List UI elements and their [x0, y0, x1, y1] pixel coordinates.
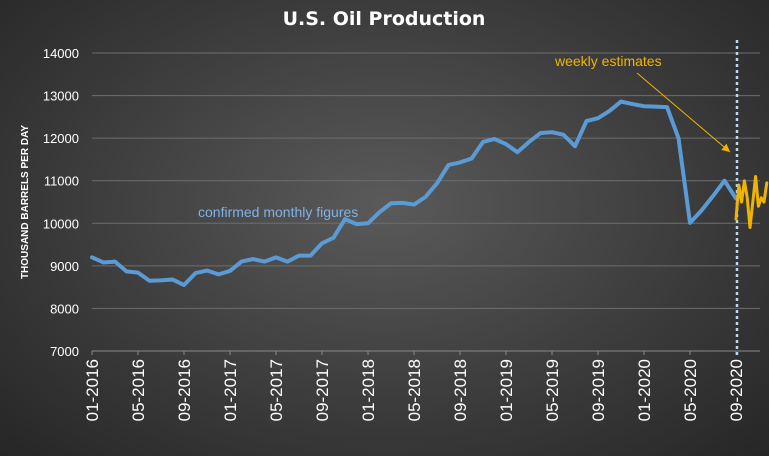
- y-tick-label: 9000: [50, 259, 79, 274]
- weekly-estimates-arrow: [636, 72, 731, 153]
- y-tick-label: 11000: [44, 174, 79, 189]
- x-tick-label: 01-2018: [359, 359, 378, 421]
- y-tick-labels: 14000 13000 12000 11000 10000 9000 8000 7000: [43, 46, 79, 359]
- series-lines: [90, 99, 769, 288]
- monthly-series-line: [90, 99, 738, 288]
- x-tick-label: 01-2017: [221, 359, 240, 421]
- x-tick-labels: 01-2016 05-2016 09-2016 01-2017 05-2017 09-20…: [83, 351, 746, 421]
- weekly-series-line: [734, 174, 769, 230]
- x-tick-label: 09-2017: [313, 359, 332, 421]
- x-tick-label: 09-2018: [451, 359, 470, 421]
- weekly-estimates-arrowhead: [721, 143, 730, 152]
- y-tick-label: 8000: [50, 301, 79, 316]
- y-tick-label: 14000: [43, 46, 79, 61]
- x-tick-label: 05-2020: [681, 359, 700, 421]
- y-tick-label: 7000: [50, 344, 79, 359]
- y-tick-label: 12000: [43, 131, 79, 146]
- gridlines: [92, 52, 760, 352]
- x-tick-label: 09-2019: [589, 359, 608, 421]
- x-tick-label: 05-2019: [543, 359, 562, 421]
- x-tick-label: 05-2016: [129, 359, 148, 421]
- x-tick-label: 09-2016: [175, 359, 194, 421]
- y-axis-label: THOUSAND BARRELS PER DAY: [20, 125, 31, 279]
- x-tick-label: 05-2017: [267, 359, 286, 421]
- x-tick-label: 01-2019: [497, 359, 516, 421]
- weekly-estimates-annotation: weekly estimates: [554, 53, 662, 69]
- chart-title: U.S. Oil Production: [283, 8, 486, 30]
- x-tick-label: 09-2020: [727, 359, 746, 421]
- y-tick-label: 10000: [43, 216, 79, 231]
- x-tick-label: 01-2020: [635, 359, 654, 421]
- y-tick-label: 13000: [43, 89, 79, 104]
- monthly-figures-annotation: confirmed monthly figures: [198, 204, 358, 220]
- x-tick-label: 05-2018: [405, 359, 424, 421]
- x-tick-label: 01-2016: [83, 359, 102, 421]
